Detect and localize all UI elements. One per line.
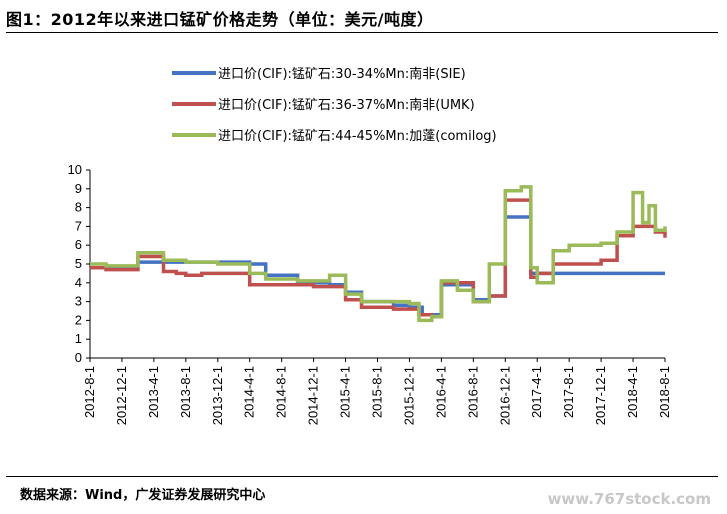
series-lines [90,185,667,323]
y-tick-label: 6 [75,237,82,252]
x-tick-label: 2012-8-1 [82,366,97,418]
x-tick-label: 2017-4-1 [529,366,544,418]
series-line-2 [90,185,667,323]
figure-title: 图1：2012年以来进口锰矿价格走势（单位：美元/吨度） [6,10,434,29]
x-tick-label: 2013-12-1 [210,366,225,425]
y-tick-label: 7 [75,218,82,233]
footer-rule [6,476,718,477]
y-tick-label: 8 [75,200,82,215]
x-tick-label: 2013-4-1 [146,366,161,418]
x-tick-label: 2014-8-1 [274,366,289,418]
y-tick-label: 4 [75,275,82,290]
y-tick-label: 9 [75,181,82,196]
y-tick-label: 3 [75,294,82,309]
x-tick-label: 2014-12-1 [306,366,321,425]
x-axis: 2012-8-1 2012-12-1 2013-4-1 2013-8-1 2013-12… [82,357,672,425]
x-tick-label: 2016-8-1 [465,366,480,418]
x-tick-label: 2017-12-1 [593,366,608,425]
y-tick-label: 1 [75,331,82,346]
x-tick-label: 2012-12-1 [114,366,129,425]
y-tick-label: 0 [75,350,82,365]
y-tick-label: 2 [75,312,82,327]
y-tick-label: 10 [68,162,82,177]
y-tick-label: 5 [75,256,82,271]
x-tick-label: 2015-8-1 [370,366,385,418]
x-tick-label: 2018-8-1 [657,366,672,418]
title-rule [6,32,718,33]
series-line-1 [90,198,667,319]
x-tick-label: 2016-12-1 [497,366,512,425]
x-tick-label: 2018-4-1 [625,366,640,418]
legend-label-2: 进口价(CIF):锰矿石:44-45%Mn:加蓬(comilog) [218,129,497,144]
legend-label-1: 进口价(CIF):锰矿石:36-37%Mn:南非(UMK) [218,97,475,113]
x-tick-label: 2015-12-1 [401,366,416,425]
legend: 进口价(CIF):锰矿石:30-34%Mn:南非(SIE) 进口价(CIF):锰矿… [172,66,497,144]
y-axis: 0 1 2 3 4 5 6 7 8 9 10 [68,162,91,365]
x-tick-label: 2016-4-1 [433,366,448,418]
x-tick-label: 2015-4-1 [338,366,353,418]
x-tick-label: 2013-8-1 [178,366,193,418]
x-tick-label: 2017-8-1 [561,366,576,418]
legend-label-0: 进口价(CIF):锰矿石:30-34%Mn:南非(SIE) [218,66,466,82]
x-tick-label: 2014-4-1 [242,366,257,418]
watermark: www.767stock.com [547,490,711,508]
data-source: 数据来源：Wind，广发证券发展研究中心 [20,488,266,503]
